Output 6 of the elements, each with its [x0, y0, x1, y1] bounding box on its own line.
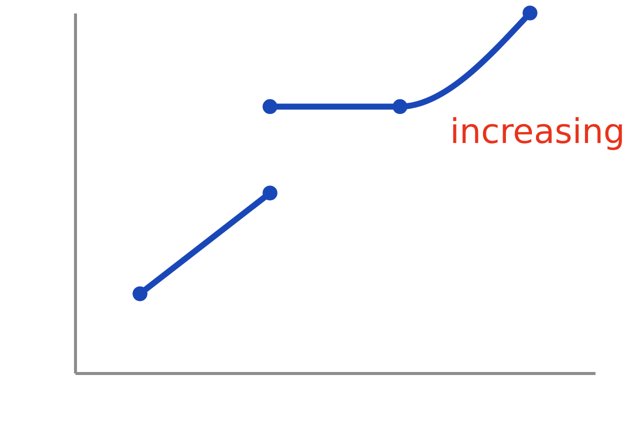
- annotation: increasing: [450, 112, 625, 152]
- point: [262, 186, 278, 200]
- point: [132, 286, 148, 302]
- point: [262, 99, 278, 114]
- point: [522, 6, 538, 20]
- point: [392, 99, 408, 114]
